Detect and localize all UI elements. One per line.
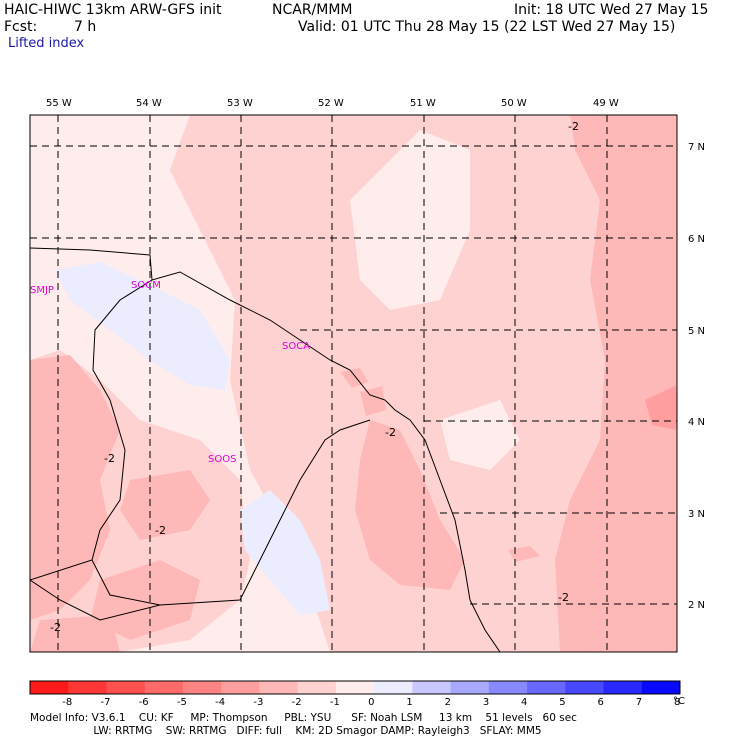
colorbar-swatch — [488, 681, 528, 694]
colorbar-swatch — [144, 681, 184, 694]
contour-label: -2 — [568, 120, 579, 133]
forecast-label: Fcst: — [4, 19, 38, 35]
valid-time: Valid: 01 UTC Thu 28 May 15 (22 LST Wed … — [298, 19, 676, 35]
lat-label-2n: 2 N — [688, 600, 705, 611]
lon-label-51w: 51 W — [410, 98, 436, 109]
colorbar-tick-label: -4 — [215, 697, 225, 708]
colorbar-tick-label: 5 — [559, 697, 565, 708]
shaded-field — [30, 115, 677, 652]
shade-0-1-north — [55, 262, 230, 390]
colorbar-tick-label: -7 — [100, 697, 110, 708]
colorbar-tick-label: -5 — [177, 697, 187, 708]
colorbar-swatch — [412, 681, 452, 694]
colorbar-swatch — [68, 681, 107, 694]
footer-model-info-line1: Model Info: V3.6.1 CU: KF MP: Thompson P… — [30, 712, 577, 724]
lat-label-6n: 6 N — [688, 234, 705, 245]
colorbar-swatch — [182, 681, 222, 694]
colorbar-frame — [29, 680, 681, 695]
colorbar-swatch — [30, 681, 69, 694]
colorbar-tick-label: 7 — [636, 697, 642, 708]
shade-m3-m2-coastal — [355, 420, 465, 590]
colorbar-tick-label: 4 — [521, 697, 527, 708]
colorbar — [29, 680, 681, 695]
border-suriname-west — [30, 279, 153, 581]
shade-m3-m2-patch-b — [90, 560, 200, 640]
forecast-hours: 7 h — [74, 19, 97, 35]
lat-label-4n: 4 N — [688, 417, 705, 428]
colorbar-swatch — [374, 681, 413, 694]
colorbar-swatch — [641, 681, 681, 694]
lon-label-55w: 55 W — [46, 98, 72, 109]
station-soos: SOOS — [208, 454, 236, 465]
colorbar-tick-label: 0 — [368, 697, 374, 708]
colorbar-swatch — [221, 681, 260, 694]
contour-label: -2 — [155, 524, 166, 537]
shade-m4-m3-core — [645, 385, 677, 430]
station-soca: SOCA — [282, 341, 310, 352]
lon-label-49w: 49 W — [593, 98, 619, 109]
lon-label-54w: 54 W — [136, 98, 162, 109]
colorbar-tick-label: 8 — [674, 697, 680, 708]
colorbar-swatch — [450, 681, 490, 694]
light-patch-1 — [350, 130, 470, 310]
border-guyana-brazil — [30, 419, 371, 621]
border-inner — [91, 559, 161, 606]
shade-m3-m2-west — [30, 355, 120, 620]
shade-m3-m2-patch-c — [30, 615, 120, 652]
model-title: HAIC-HIWC 13km ARW-GFS init — [4, 2, 222, 18]
colorbar-tick-label: 3 — [483, 697, 489, 708]
colorbar-unit: °C — [673, 696, 685, 707]
colorbar-swatch — [603, 681, 643, 694]
light-patch-2 — [440, 400, 520, 470]
colorbar-tick-label: 1 — [406, 697, 412, 708]
station-labels: SMJP SOCM SOCA SOOS — [30, 280, 310, 465]
footer-model-info-line2: LW: RRTMG SW: RRTMG DIFF: full KM: 2D Sm… — [30, 725, 542, 737]
lat-label-3n: 3 N — [688, 509, 705, 520]
shade-0-1-south — [240, 490, 330, 615]
contour-labels: -2 -2 -2 -2 -2 -2 — [50, 120, 579, 634]
map-frame — [29, 114, 678, 653]
shade-m3-m2-islet-b — [360, 386, 386, 416]
colorbar-swatch — [565, 681, 605, 694]
colorbar-swatch — [335, 681, 375, 694]
station-smjp: SMJP — [30, 285, 54, 296]
contour-label: -2 — [50, 621, 61, 634]
colorbar-tick-label: -8 — [62, 697, 72, 708]
contour-label: -2 — [385, 426, 396, 439]
contour-label: -2 — [104, 452, 115, 465]
colorbar-tick-label: 2 — [445, 697, 451, 708]
init-time: Init: 18 UTC Wed 27 May 15 — [514, 2, 709, 18]
colorbar-tick-label: -1 — [330, 697, 340, 708]
lat-lon-grid — [30, 115, 677, 652]
coastlines-borders — [30, 247, 501, 652]
field-name: Lifted index — [8, 36, 85, 51]
shade-m3-m2-patch-a — [120, 470, 210, 540]
lon-label-53w: 53 W — [227, 98, 253, 109]
colorbar-tick-label: -2 — [292, 697, 302, 708]
longitude-labels: 55 W 54 W 53 W 52 W 51 W 50 W 49 W — [46, 98, 619, 109]
lat-label-7n: 7 N — [688, 142, 705, 153]
lat-label-5n: 5 N — [688, 326, 705, 337]
organization: NCAR/MMM — [272, 2, 353, 18]
colorbar-swatch — [106, 681, 146, 694]
colorbar-swatch — [527, 681, 566, 694]
colorbar-tick-labels: -8 -7 -6 -5 -4 -3 -2 -1 0 1 2 3 4 5 6 7 8 — [62, 697, 680, 708]
contour-label: -2 — [558, 591, 569, 604]
lon-label-52w: 52 W — [318, 98, 344, 109]
shade-m3-m2-islet-c — [508, 546, 540, 562]
lon-label-50w: 50 W — [501, 98, 527, 109]
coastline — [30, 247, 501, 652]
colorbar-swatch — [259, 681, 299, 694]
station-socm: SOCM — [131, 280, 161, 291]
colorbar-tick-label: -3 — [253, 697, 263, 708]
shade-m3-m2-east-band — [555, 115, 677, 652]
colorbar-swatch — [297, 681, 337, 694]
latitude-labels: 7 N 6 N 5 N 4 N 3 N 2 N — [688, 142, 705, 611]
colorbar-tick-label: -6 — [139, 697, 149, 708]
colorbar-tick-label: 6 — [598, 697, 604, 708]
